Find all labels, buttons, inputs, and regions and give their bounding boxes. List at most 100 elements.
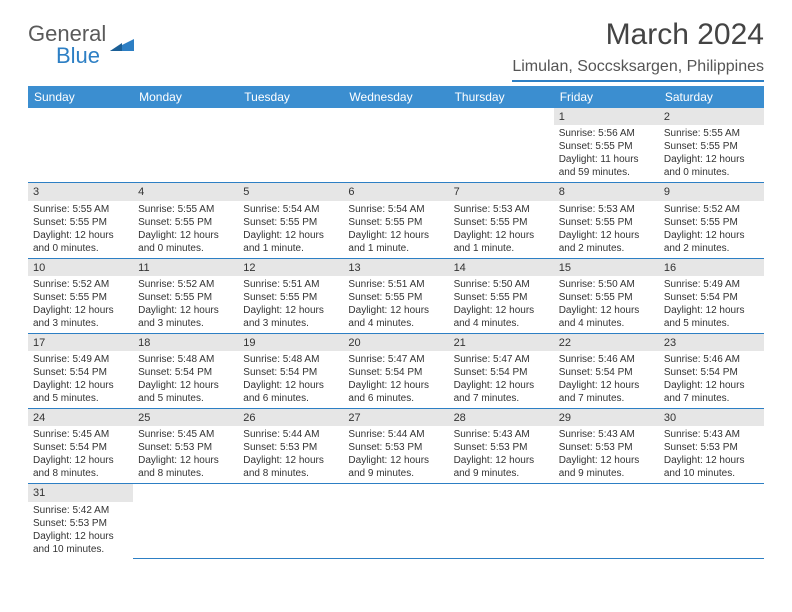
day-number: 29: [554, 409, 659, 426]
calendar-cell: 30Sunrise: 5:43 AMSunset: 5:53 PMDayligh…: [659, 409, 764, 484]
calendar-cell: 11Sunrise: 5:52 AMSunset: 5:55 PMDayligh…: [133, 258, 238, 333]
weekday-wed: Wednesday: [343, 86, 448, 108]
day-data: Sunrise: 5:54 AMSunset: 5:55 PMDaylight:…: [343, 201, 448, 258]
day-number: 22: [554, 334, 659, 351]
calendar-row: 31Sunrise: 5:42 AMSunset: 5:53 PMDayligh…: [28, 484, 764, 559]
calendar-cell: 5Sunrise: 5:54 AMSunset: 5:55 PMDaylight…: [238, 183, 343, 258]
day-data: Sunrise: 5:50 AMSunset: 5:55 PMDaylight:…: [449, 276, 554, 333]
calendar-cell: 23Sunrise: 5:46 AMSunset: 5:54 PMDayligh…: [659, 333, 764, 408]
day-number: 1: [554, 108, 659, 125]
weekday-tue: Tuesday: [238, 86, 343, 108]
calendar-cell: 20Sunrise: 5:47 AMSunset: 5:54 PMDayligh…: [343, 333, 448, 408]
day-number: 7: [449, 183, 554, 200]
calendar-cell: 26Sunrise: 5:44 AMSunset: 5:53 PMDayligh…: [238, 409, 343, 484]
day-data: Sunrise: 5:48 AMSunset: 5:54 PMDaylight:…: [133, 351, 238, 408]
day-data: Sunrise: 5:49 AMSunset: 5:54 PMDaylight:…: [659, 276, 764, 333]
day-number: 9: [659, 183, 764, 200]
day-number: 20: [343, 334, 448, 351]
day-data: Sunrise: 5:46 AMSunset: 5:54 PMDaylight:…: [554, 351, 659, 408]
day-data: Sunrise: 5:47 AMSunset: 5:54 PMDaylight:…: [343, 351, 448, 408]
day-data: Sunrise: 5:43 AMSunset: 5:53 PMDaylight:…: [449, 426, 554, 483]
day-data: Sunrise: 5:52 AMSunset: 5:55 PMDaylight:…: [28, 276, 133, 333]
day-data: Sunrise: 5:50 AMSunset: 5:55 PMDaylight:…: [554, 276, 659, 333]
calendar-cell: 31Sunrise: 5:42 AMSunset: 5:53 PMDayligh…: [28, 484, 133, 559]
calendar-cell: 13Sunrise: 5:51 AMSunset: 5:55 PMDayligh…: [343, 258, 448, 333]
calendar-cell: 15Sunrise: 5:50 AMSunset: 5:55 PMDayligh…: [554, 258, 659, 333]
calendar-cell: 1Sunrise: 5:56 AMSunset: 5:55 PMDaylight…: [554, 108, 659, 183]
header: General Blue March 2024 Limulan, Soccsks…: [28, 18, 764, 82]
day-number: 16: [659, 259, 764, 276]
calendar-cell: 21Sunrise: 5:47 AMSunset: 5:54 PMDayligh…: [449, 333, 554, 408]
calendar-cell-empty: [28, 108, 133, 183]
calendar-cell-empty: [554, 484, 659, 559]
day-number: 19: [238, 334, 343, 351]
calendar-body: 1Sunrise: 5:56 AMSunset: 5:55 PMDaylight…: [28, 108, 764, 559]
calendar-cell: 19Sunrise: 5:48 AMSunset: 5:54 PMDayligh…: [238, 333, 343, 408]
calendar-cell: 29Sunrise: 5:43 AMSunset: 5:53 PMDayligh…: [554, 409, 659, 484]
day-data: Sunrise: 5:54 AMSunset: 5:55 PMDaylight:…: [238, 201, 343, 258]
weekday-mon: Monday: [133, 86, 238, 108]
calendar-cell-empty: [238, 484, 343, 559]
day-data: Sunrise: 5:55 AMSunset: 5:55 PMDaylight:…: [659, 125, 764, 182]
calendar-cell: 27Sunrise: 5:44 AMSunset: 5:53 PMDayligh…: [343, 409, 448, 484]
calendar-cell: 9Sunrise: 5:52 AMSunset: 5:55 PMDaylight…: [659, 183, 764, 258]
logo-word-blue: Blue: [56, 43, 100, 68]
day-number: 2: [659, 108, 764, 125]
calendar-cell: 12Sunrise: 5:51 AMSunset: 5:55 PMDayligh…: [238, 258, 343, 333]
day-number: 27: [343, 409, 448, 426]
calendar-row: 3Sunrise: 5:55 AMSunset: 5:55 PMDaylight…: [28, 183, 764, 258]
day-number: 31: [28, 484, 133, 501]
day-data: Sunrise: 5:51 AMSunset: 5:55 PMDaylight:…: [343, 276, 448, 333]
day-number: 15: [554, 259, 659, 276]
logo: General Blue: [28, 24, 136, 68]
calendar-cell: 24Sunrise: 5:45 AMSunset: 5:54 PMDayligh…: [28, 409, 133, 484]
location-text: Limulan, Soccsksargen, Philippines: [512, 58, 764, 82]
day-number: 11: [133, 259, 238, 276]
weekday-fri: Friday: [554, 86, 659, 108]
calendar-cell: 17Sunrise: 5:49 AMSunset: 5:54 PMDayligh…: [28, 333, 133, 408]
day-number: 3: [28, 183, 133, 200]
day-number: 5: [238, 183, 343, 200]
calendar-cell: 22Sunrise: 5:46 AMSunset: 5:54 PMDayligh…: [554, 333, 659, 408]
calendar-table: Sunday Monday Tuesday Wednesday Thursday…: [28, 86, 764, 559]
logo-icon: [108, 33, 136, 60]
day-number: 12: [238, 259, 343, 276]
day-data: Sunrise: 5:46 AMSunset: 5:54 PMDaylight:…: [659, 351, 764, 408]
day-number: 17: [28, 334, 133, 351]
calendar-cell: 10Sunrise: 5:52 AMSunset: 5:55 PMDayligh…: [28, 258, 133, 333]
calendar-row: 24Sunrise: 5:45 AMSunset: 5:54 PMDayligh…: [28, 409, 764, 484]
logo-text: General Blue: [28, 24, 106, 68]
calendar-cell-empty: [238, 108, 343, 183]
day-data: Sunrise: 5:42 AMSunset: 5:53 PMDaylight:…: [28, 502, 133, 559]
day-data: Sunrise: 5:47 AMSunset: 5:54 PMDaylight:…: [449, 351, 554, 408]
day-data: Sunrise: 5:55 AMSunset: 5:55 PMDaylight:…: [28, 201, 133, 258]
calendar-row: 17Sunrise: 5:49 AMSunset: 5:54 PMDayligh…: [28, 333, 764, 408]
day-number: 6: [343, 183, 448, 200]
calendar-cell-empty: [449, 484, 554, 559]
day-number: 25: [133, 409, 238, 426]
day-data: Sunrise: 5:52 AMSunset: 5:55 PMDaylight:…: [659, 201, 764, 258]
calendar-cell: 8Sunrise: 5:53 AMSunset: 5:55 PMDaylight…: [554, 183, 659, 258]
day-data: Sunrise: 5:45 AMSunset: 5:54 PMDaylight:…: [28, 426, 133, 483]
calendar-cell-empty: [659, 484, 764, 559]
day-number: 21: [449, 334, 554, 351]
day-number: 14: [449, 259, 554, 276]
day-number: 4: [133, 183, 238, 200]
day-data: Sunrise: 5:44 AMSunset: 5:53 PMDaylight:…: [238, 426, 343, 483]
day-data: Sunrise: 5:53 AMSunset: 5:55 PMDaylight:…: [554, 201, 659, 258]
day-number: 8: [554, 183, 659, 200]
day-number: 13: [343, 259, 448, 276]
calendar-cell-empty: [133, 484, 238, 559]
day-number: 23: [659, 334, 764, 351]
calendar-cell: 28Sunrise: 5:43 AMSunset: 5:53 PMDayligh…: [449, 409, 554, 484]
day-data: Sunrise: 5:51 AMSunset: 5:55 PMDaylight:…: [238, 276, 343, 333]
day-data: Sunrise: 5:45 AMSunset: 5:53 PMDaylight:…: [133, 426, 238, 483]
day-data: Sunrise: 5:53 AMSunset: 5:55 PMDaylight:…: [449, 201, 554, 258]
calendar-cell: 16Sunrise: 5:49 AMSunset: 5:54 PMDayligh…: [659, 258, 764, 333]
day-data: Sunrise: 5:52 AMSunset: 5:55 PMDaylight:…: [133, 276, 238, 333]
weekday-sat: Saturday: [659, 86, 764, 108]
calendar-cell: 18Sunrise: 5:48 AMSunset: 5:54 PMDayligh…: [133, 333, 238, 408]
calendar-cell: 7Sunrise: 5:53 AMSunset: 5:55 PMDaylight…: [449, 183, 554, 258]
calendar-cell: 2Sunrise: 5:55 AMSunset: 5:55 PMDaylight…: [659, 108, 764, 183]
calendar-cell-empty: [343, 108, 448, 183]
